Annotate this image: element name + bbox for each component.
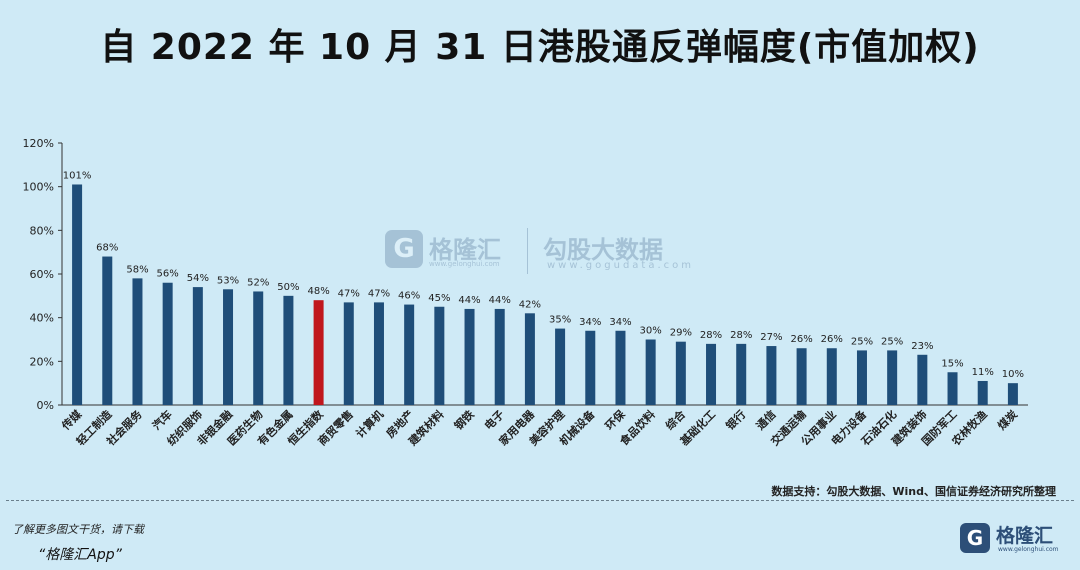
data-label: 44% — [458, 295, 480, 306]
data-label: 54% — [187, 273, 209, 284]
data-label: 44% — [489, 295, 511, 306]
data-label: 68% — [96, 243, 118, 254]
category-label: 汽车 — [149, 407, 174, 432]
data-label: 56% — [157, 269, 179, 280]
data-label: 35% — [549, 315, 571, 326]
bar — [766, 346, 777, 405]
bar — [856, 350, 867, 405]
bar — [796, 348, 807, 405]
category-label: 环保 — [602, 407, 628, 433]
y-tick-label: 80% — [30, 224, 54, 237]
bar — [524, 313, 535, 405]
brand-name: 格隆汇 — [996, 525, 1054, 547]
data-label: 50% — [277, 282, 299, 293]
y-tick-label: 0% — [37, 399, 54, 412]
data-label: 26% — [821, 334, 843, 345]
bar — [343, 302, 354, 405]
bar — [404, 304, 415, 405]
gelonghui-brand-icon: G — [960, 523, 990, 553]
promo-line2: “格隆汇App” — [38, 547, 122, 563]
bar — [615, 330, 626, 405]
data-label: 11% — [972, 367, 994, 378]
brand-url: www.gelonghui.com — [998, 546, 1059, 553]
data-label: 25% — [851, 336, 873, 347]
bar — [706, 343, 717, 405]
bar — [464, 308, 475, 405]
y-tick-label: 120% — [23, 137, 54, 150]
bar — [283, 295, 294, 405]
y-tick-label: 40% — [30, 312, 54, 325]
bar — [132, 278, 143, 405]
bar — [1007, 383, 1018, 405]
bar — [887, 350, 898, 405]
bar — [947, 372, 958, 405]
bar — [826, 348, 837, 405]
bar — [585, 330, 596, 405]
data-label: 10% — [1002, 369, 1024, 380]
category-label: 计算机 — [353, 407, 386, 440]
data-label: 58% — [126, 264, 148, 275]
bar — [72, 184, 83, 405]
data-label: 26% — [790, 334, 812, 345]
bar — [192, 287, 203, 405]
bar — [162, 282, 173, 405]
category-label: 综合 — [663, 407, 689, 433]
data-label: 28% — [700, 330, 722, 341]
data-label: 45% — [428, 293, 450, 304]
bar-chart: 0%20%40%60%80%100%120%101%传媒68%轻工制造58%社会… — [23, 137, 1028, 449]
data-label: 23% — [911, 341, 933, 352]
data-source-note: 数据支持：勾股大数据、Wind、国信证券经济研究所整理 — [771, 485, 1056, 498]
category-label: 钢铁 — [451, 407, 476, 432]
y-tick-label: 60% — [30, 268, 54, 281]
footer-divider — [6, 500, 1074, 501]
bar — [434, 306, 445, 405]
data-label: 27% — [760, 332, 782, 343]
bar — [555, 328, 566, 405]
data-label: 42% — [519, 299, 541, 310]
bar — [373, 302, 384, 405]
data-label: 53% — [217, 275, 239, 286]
y-tick-label: 20% — [30, 355, 54, 368]
data-label: 47% — [338, 288, 360, 299]
category-label: 电子 — [481, 407, 506, 432]
bar — [253, 291, 264, 405]
bar — [494, 308, 505, 405]
data-label: 34% — [579, 317, 601, 328]
category-label: 银行 — [723, 407, 748, 432]
category-label: 煤炭 — [995, 407, 1020, 432]
bar — [102, 256, 113, 405]
data-label: 34% — [609, 317, 631, 328]
bar — [223, 289, 234, 405]
data-label: 28% — [730, 330, 752, 341]
category-label: 通信 — [753, 407, 778, 432]
data-label: 25% — [881, 336, 903, 347]
chart-title: 自 2022 年 10 月 31 日港股通反弹幅度(市值加权) — [100, 27, 980, 68]
data-label: 29% — [670, 328, 692, 339]
bar — [917, 354, 928, 405]
brand-logo-block: G 格隆汇 www.gelonghui.com — [960, 521, 1070, 557]
bar — [645, 339, 656, 405]
data-label: 52% — [247, 277, 269, 288]
bar — [313, 300, 324, 405]
data-label: 47% — [368, 288, 390, 299]
bar — [977, 380, 988, 405]
data-label: 15% — [941, 358, 963, 369]
data-label: 48% — [307, 286, 329, 297]
data-label: 30% — [640, 326, 662, 337]
bar — [675, 341, 686, 405]
category-label: 传媒 — [58, 407, 85, 434]
data-label: 101% — [63, 170, 92, 181]
data-label: 46% — [398, 291, 420, 302]
promo-line1: 了解更多图文干货，请下载 — [12, 523, 144, 536]
y-tick-label: 100% — [23, 181, 54, 194]
bar — [736, 343, 747, 405]
